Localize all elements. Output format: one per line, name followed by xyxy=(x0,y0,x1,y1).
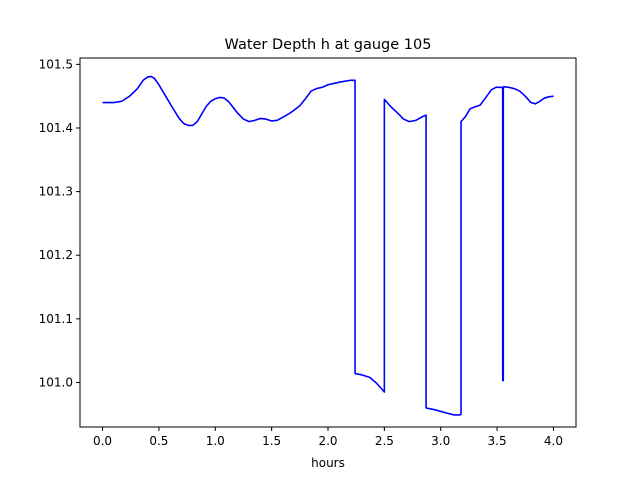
x-tick-label: 2.5 xyxy=(375,434,394,448)
y-tick-label: 101.1 xyxy=(39,312,73,326)
y-tick-label: 101.0 xyxy=(39,375,73,389)
y-tick-label: 101.4 xyxy=(39,121,73,135)
chart-title: Water Depth h at gauge 105 xyxy=(225,37,432,53)
x-axis: 0.0 0.5 1.0 1.5 2.0 2.5 3.0 3.5 4.0 xyxy=(93,427,563,448)
x-tick-label: 0.5 xyxy=(149,434,168,448)
x-tick-label: 1.0 xyxy=(206,434,225,448)
plot-area-frame xyxy=(79,57,577,428)
x-axis-title: hours xyxy=(311,456,345,470)
y-tick-label: 101.2 xyxy=(39,248,73,262)
x-tick-label: 3.0 xyxy=(431,434,450,448)
x-tick-label: 1.5 xyxy=(262,434,281,448)
x-tick-label: 3.5 xyxy=(488,434,507,448)
x-tick-label: 2.0 xyxy=(318,434,337,448)
y-tick-label: 101.5 xyxy=(39,57,73,71)
x-tick-label: 4.0 xyxy=(544,434,563,448)
series-line-water-depth xyxy=(102,75,554,416)
y-axis: 101.0 101.1 101.2 101.3 101.4 101.5 xyxy=(39,57,80,389)
x-tick-label: 0.0 xyxy=(93,434,112,448)
y-tick-label: 101.3 xyxy=(39,185,73,199)
